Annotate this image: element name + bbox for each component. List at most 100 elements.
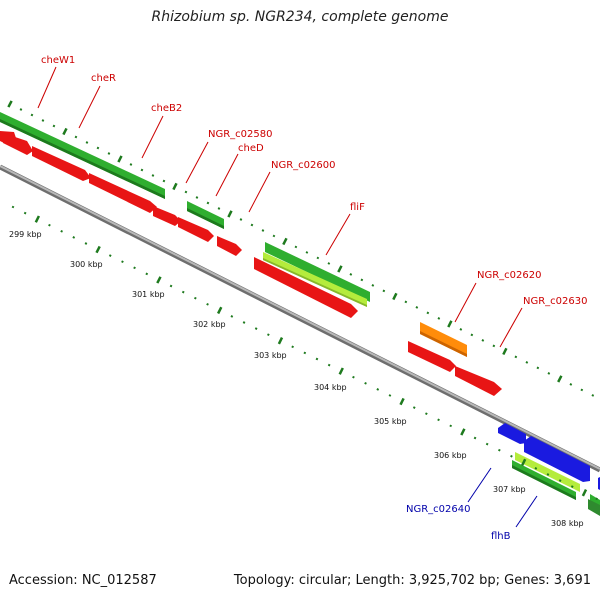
genome-backbone bbox=[0, 164, 600, 473]
gene-bar-NGR_c02580-shade bbox=[187, 208, 224, 229]
scale-label: 299 kbp bbox=[9, 230, 42, 239]
scale-label: 303 kbp bbox=[254, 351, 287, 360]
minor-tick bbox=[242, 321, 246, 324]
callout-fliF bbox=[325, 213, 351, 256]
minor-tick bbox=[426, 311, 430, 315]
gene-label-NGR_c02640[interactable]: NGR_c02640 bbox=[406, 504, 471, 515]
minor-tick bbox=[48, 223, 51, 227]
gene-bar-right-edge-reverse[interactable] bbox=[588, 499, 600, 516]
minor-tick bbox=[107, 152, 111, 155]
callout-NGR_c02580 bbox=[185, 141, 209, 184]
minor-tick bbox=[84, 242, 88, 245]
minor-tick bbox=[272, 234, 276, 238]
cds-arrow-4[interactable] bbox=[89, 173, 157, 213]
gene-bar-NGR_c02620-shade bbox=[420, 331, 467, 357]
minor-tick bbox=[121, 260, 124, 264]
gene-bar-NGR_c02600[interactable] bbox=[265, 242, 370, 302]
major-tick bbox=[520, 458, 527, 467]
cds-arrow-10[interactable] bbox=[455, 366, 502, 396]
major-tick bbox=[227, 210, 233, 218]
minor-tick bbox=[194, 296, 197, 300]
gene-label-cheR[interactable]: cheR bbox=[91, 73, 116, 84]
minor-tick bbox=[473, 436, 477, 440]
minor-tick bbox=[294, 245, 298, 249]
major-tick bbox=[277, 337, 284, 345]
outer-tick-dots bbox=[7, 100, 595, 397]
callout-cheR bbox=[78, 85, 101, 129]
scale-label: 308 kbp bbox=[551, 519, 584, 528]
minor-tick bbox=[382, 289, 386, 293]
gene-track-reverse bbox=[512, 452, 600, 516]
minor-tick bbox=[580, 388, 584, 392]
minor-tick bbox=[96, 146, 100, 150]
scale-track bbox=[11, 205, 598, 501]
minor-tick bbox=[52, 124, 56, 128]
scale-label: 302 kbp bbox=[193, 320, 226, 329]
cds-arrow-2[interactable] bbox=[3, 133, 33, 155]
cds-arrow-9[interactable] bbox=[408, 341, 456, 372]
callout-cheB2 bbox=[141, 115, 164, 159]
minor-tick bbox=[169, 284, 173, 288]
minor-tick bbox=[19, 108, 23, 111]
minor-tick bbox=[261, 229, 265, 232]
gene-label-NGR_c02630[interactable]: NGR_c02630 bbox=[523, 296, 588, 307]
gene-label-NGR_c02600[interactable]: NGR_c02600 bbox=[271, 160, 336, 171]
major-tick bbox=[156, 276, 162, 284]
minor-tick bbox=[437, 317, 441, 320]
minor-tick bbox=[41, 119, 45, 122]
major-tick bbox=[399, 397, 405, 406]
cds-arrow-7[interactable] bbox=[217, 236, 242, 256]
gene-label-fliF[interactable]: fliF bbox=[350, 202, 365, 213]
scale-label: 306 kbp bbox=[434, 451, 467, 460]
cds-arrow-3[interactable] bbox=[32, 146, 91, 181]
major-tick bbox=[338, 367, 344, 375]
minor-tick bbox=[11, 205, 15, 209]
minor-tick bbox=[498, 448, 501, 452]
minor-tick bbox=[388, 394, 392, 397]
major-tick bbox=[62, 127, 68, 136]
minor-tick bbox=[316, 256, 320, 260]
gene-label-cheB2[interactable]: cheB2 bbox=[151, 103, 182, 114]
gene-bar-NGR_c02640[interactable] bbox=[515, 452, 580, 492]
major-tick bbox=[581, 489, 588, 497]
minor-tick bbox=[30, 113, 34, 117]
minor-tick bbox=[547, 372, 551, 375]
minor-tick bbox=[315, 357, 319, 361]
accession-text: Accession: NC_012587 bbox=[9, 573, 157, 588]
cds-arrow-reverse-1[interactable] bbox=[498, 423, 526, 444]
cds-arrow-5[interactable] bbox=[153, 206, 181, 226]
callout-NGR_c02640 bbox=[467, 467, 492, 503]
minor-tick bbox=[151, 174, 155, 177]
cds-arrow-reverse-2[interactable] bbox=[524, 436, 590, 482]
cds-arrow-8[interactable] bbox=[254, 257, 358, 318]
minor-tick bbox=[425, 412, 428, 416]
cds-track-forward bbox=[0, 131, 502, 396]
minor-tick bbox=[569, 383, 573, 386]
gene-label-cheD[interactable]: cheD bbox=[238, 143, 264, 154]
minor-tick bbox=[74, 135, 78, 139]
gene-label-NGR_c02580[interactable]: NGR_c02580 bbox=[208, 129, 273, 140]
minor-tick bbox=[23, 211, 27, 215]
minor-tick bbox=[536, 366, 540, 370]
gene-track-forward bbox=[0, 112, 600, 512]
minor-tick bbox=[437, 418, 440, 422]
major-tick bbox=[95, 245, 101, 254]
minor-tick bbox=[364, 381, 367, 385]
gene-bar-fliF-shade bbox=[263, 258, 367, 307]
gene-label-group: cheW1 cheR cheB2 NGR_c02580 cheD NGR_c02… bbox=[41, 55, 588, 542]
gene-label-NGR_c02620[interactable]: NGR_c02620 bbox=[477, 270, 542, 281]
minor-tick bbox=[230, 315, 234, 318]
minor-tick bbox=[349, 273, 353, 276]
cds-arrow-6[interactable] bbox=[178, 217, 214, 242]
gene-label-cheW1[interactable]: cheW1 bbox=[41, 55, 75, 66]
minor-tick bbox=[525, 361, 529, 364]
gene-label-flhB[interactable]: flhB bbox=[491, 531, 511, 542]
gene-callouts bbox=[37, 66, 538, 528]
callout-NGR_c02600 bbox=[248, 171, 271, 213]
major-tick bbox=[172, 182, 178, 191]
major-tick bbox=[34, 215, 41, 223]
minor-tick bbox=[415, 306, 419, 309]
callout-cheW1 bbox=[37, 66, 57, 109]
major-tick bbox=[460, 428, 466, 436]
minor-tick bbox=[546, 473, 550, 476]
